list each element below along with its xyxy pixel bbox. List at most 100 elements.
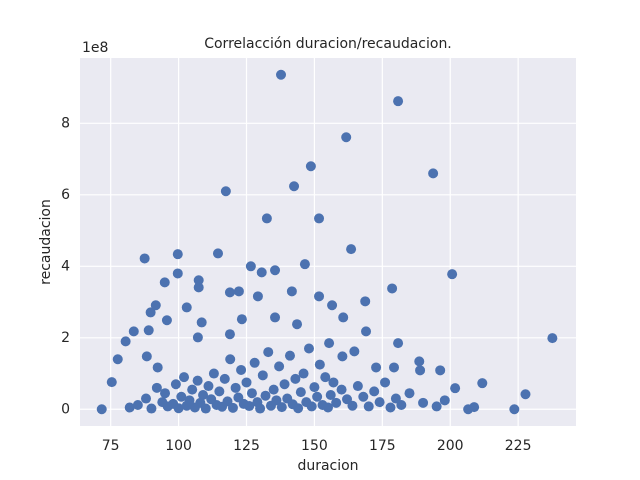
point [337,351,348,362]
point [193,282,204,293]
point [214,386,225,397]
point [303,343,314,354]
point [181,302,192,313]
x-tick-label: 150 [301,438,328,454]
point [252,291,263,302]
y-tick-label: 0 [61,401,70,417]
point [331,397,342,408]
point [159,277,170,288]
point [314,213,325,224]
point [219,373,230,384]
x-axis-label: duracion [297,458,358,474]
point [249,357,260,368]
point [314,359,325,370]
point [200,403,211,414]
point [193,275,204,286]
point [312,391,323,402]
point [320,372,331,383]
point [152,362,163,373]
point [352,381,363,392]
plot-area [80,58,576,426]
point [151,382,162,393]
point [276,402,287,413]
point [358,391,369,402]
point [404,388,415,399]
point [141,351,152,362]
points [96,69,558,415]
point [477,378,488,389]
point [124,402,135,413]
point [279,379,290,390]
y-tick-label: 8 [61,115,70,131]
point [233,286,244,297]
point [380,377,391,388]
point [173,403,184,414]
x-tick-label: 125 [233,438,260,454]
point [268,384,279,395]
point [160,388,171,399]
point [338,312,349,323]
point [346,244,357,255]
point [145,307,156,318]
point [225,354,236,365]
point [298,368,309,379]
point [509,404,520,415]
point [143,325,154,336]
point [286,286,297,297]
point [336,384,347,395]
point [469,402,480,413]
point [393,96,404,107]
point [256,267,267,278]
point [327,300,338,311]
point [447,269,458,280]
point [192,375,203,386]
point [414,356,425,367]
point [161,315,172,326]
point [230,382,241,393]
point [290,373,301,384]
point [299,259,310,270]
point [212,248,223,259]
point [241,377,252,388]
point [393,338,404,349]
y-offset-text: 1e8 [82,40,108,56]
point [203,381,214,392]
x-tick-label: 75 [102,438,120,454]
point [270,312,281,323]
point [418,397,429,408]
point [245,261,256,272]
point [224,329,235,340]
point [396,399,407,410]
point [132,399,143,410]
grid [80,58,576,426]
point [309,382,320,393]
y-tick-label: 6 [61,187,70,203]
point [369,386,380,397]
point [227,402,238,413]
point [261,213,272,224]
point [179,372,190,383]
point [120,336,131,347]
point [328,377,339,388]
point [146,403,157,414]
chart-title: Correlacción duracion/recaudacion. [204,36,452,52]
point [274,361,285,372]
point [289,181,300,192]
point [389,362,400,373]
point [172,268,183,279]
point [192,332,203,343]
point [293,403,304,414]
point [431,401,442,412]
point [271,395,282,406]
x-tick-label: 100 [165,438,192,454]
point [208,368,219,379]
point [184,395,195,406]
point [150,300,161,311]
point [257,370,268,381]
point [415,365,426,376]
y-tick-label: 2 [61,330,70,346]
x-tick-label: 225 [505,438,532,454]
point [361,326,372,337]
point [263,347,274,358]
point [306,401,317,412]
